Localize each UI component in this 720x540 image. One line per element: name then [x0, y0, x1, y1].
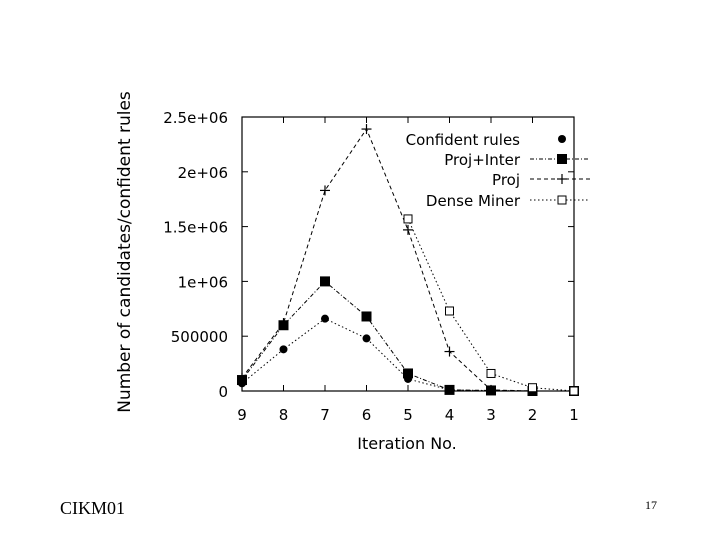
data-point-series-1: [320, 276, 330, 287]
data-point-series-2: [320, 185, 330, 196]
plot-frame: [241, 116, 575, 392]
x-tick-label: 2: [528, 406, 538, 424]
x-tick-label: 7: [320, 406, 330, 424]
y-axis: 0 500000 1e+06 1.5e+06 2e+06 2.5e+06: [163, 109, 574, 401]
y-axis-label: Number of candidates/confident rules: [115, 91, 135, 413]
legend-label: Dense Miner: [426, 192, 521, 210]
x-tick-label: 6: [362, 406, 372, 424]
x-tick-label: 5: [403, 406, 413, 424]
y-tick-label: 1e+06: [178, 273, 228, 291]
data-point-series-2: [486, 384, 496, 395]
data-point-series-3: [569, 386, 579, 396]
footer-conference-label: CIKM01: [60, 498, 126, 518]
data-point-series-1: [361, 311, 372, 322]
legend-marker: [558, 135, 566, 143]
data-point-series-2: [444, 346, 455, 357]
data-point-series-3: [528, 383, 537, 393]
series-lines: [241, 128, 575, 392]
data-point-series-0: [321, 314, 329, 323]
y-tick-label: 2e+06: [178, 164, 228, 182]
series-markers: [237, 124, 579, 396]
data-point-series-1: [403, 368, 413, 379]
legend-marker: [557, 154, 567, 164]
data-point-series-2: [403, 224, 413, 235]
series-line-2: [241, 128, 574, 392]
legend-marker: [557, 195, 567, 205]
data-point-series-2: [361, 124, 372, 135]
data-point-series-2: [237, 372, 247, 383]
legend: Confident rules Proj+Inter Proj Dense Miner: [406, 131, 590, 210]
legend-label: Proj+Inter: [444, 151, 521, 169]
data-point-series-1: [444, 384, 455, 395]
y-tick-label: 1.5e+06: [163, 219, 228, 237]
legend-label: Confident rules: [406, 131, 521, 149]
y-tick-label: 500000: [171, 328, 228, 346]
data-point-series-0: [362, 334, 371, 343]
x-tick-label: 3: [486, 406, 496, 424]
x-tick-label: 4: [445, 406, 455, 424]
x-axis-label: Iteration No.: [357, 434, 457, 453]
data-point-series-0: [279, 345, 288, 354]
data-point-series-3: [445, 306, 454, 316]
data-point-series-3: [486, 368, 496, 378]
y-tick-label: 0: [218, 383, 228, 401]
series-line-3: [407, 218, 575, 392]
legend-label: Proj: [492, 171, 520, 189]
page-number: 17: [645, 498, 657, 512]
x-tick-label: 9: [237, 406, 247, 424]
x-tick-label: 1: [569, 406, 579, 424]
data-point-series-3: [403, 214, 413, 224]
legend-marker: [557, 174, 567, 184]
x-tick-label: 8: [279, 406, 289, 424]
data-point-series-2: [278, 318, 289, 329]
y-tick-label: 2.5e+06: [163, 109, 228, 127]
